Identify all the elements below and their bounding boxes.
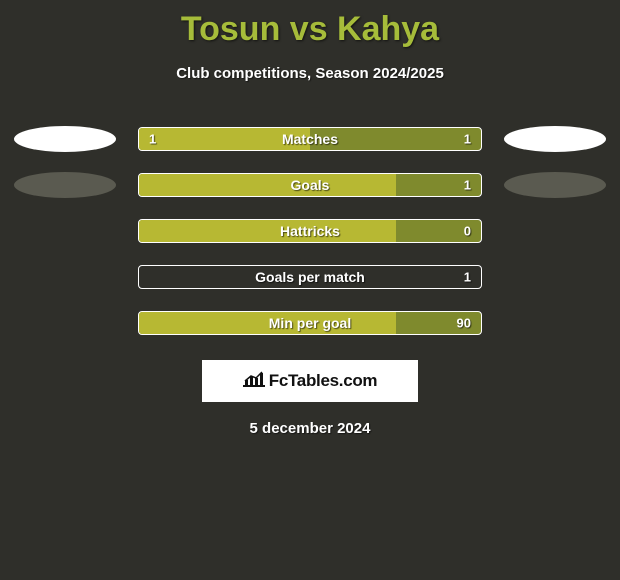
player-ellipse-left xyxy=(14,126,116,152)
stat-label: Goals xyxy=(291,177,330,193)
stat-bar-fill xyxy=(139,312,396,334)
stat-label: Goals per match xyxy=(255,269,365,285)
stat-rows: 1 Matches 1 Goals 1 Hattricks 0 Goals per match… xyxy=(0,116,620,346)
stat-left-value: 1 xyxy=(149,132,156,147)
stat-label: Hattricks xyxy=(280,223,340,239)
left-slot xyxy=(10,172,120,198)
left-slot xyxy=(10,126,120,152)
right-slot xyxy=(500,172,610,198)
stat-row: Hattricks 0 xyxy=(0,208,620,254)
stat-right-value: 1 xyxy=(464,178,471,193)
stat-right-value: 90 xyxy=(457,316,471,331)
stat-row: 1 Matches 1 xyxy=(0,116,620,162)
stat-bar-fill xyxy=(139,220,396,242)
chart-icon xyxy=(243,370,265,393)
stat-right-value: 0 xyxy=(464,224,471,239)
right-slot xyxy=(500,126,610,152)
stat-label: Matches xyxy=(282,131,338,147)
stat-bar: Min per goal 90 xyxy=(138,311,482,335)
player-ellipse-right xyxy=(504,126,606,152)
stat-bar: Hattricks 0 xyxy=(138,219,482,243)
stat-row: Goals per match 1 xyxy=(0,254,620,300)
stat-bar: Goals per match 1 xyxy=(138,265,482,289)
player-ellipse-left xyxy=(14,172,116,198)
stat-right-value: 1 xyxy=(464,132,471,147)
date-text: 5 december 2024 xyxy=(0,420,620,437)
player-ellipse-right xyxy=(504,172,606,198)
stat-row: Min per goal 90 xyxy=(0,300,620,346)
stat-row: Goals 1 xyxy=(0,162,620,208)
stat-bar: 1 Matches 1 xyxy=(138,127,482,151)
stat-right-value: 1 xyxy=(464,270,471,285)
logo-text: FcTables.com xyxy=(269,371,378,391)
season-subtitle: Club competitions, Season 2024/2025 xyxy=(0,65,620,82)
stat-bar: Goals 1 xyxy=(138,173,482,197)
logo-box: FcTables.com xyxy=(202,360,418,402)
page-title: Tosun vs Kahya xyxy=(0,0,620,49)
stat-bar-fill xyxy=(139,174,396,196)
stat-label: Min per goal xyxy=(269,315,351,331)
